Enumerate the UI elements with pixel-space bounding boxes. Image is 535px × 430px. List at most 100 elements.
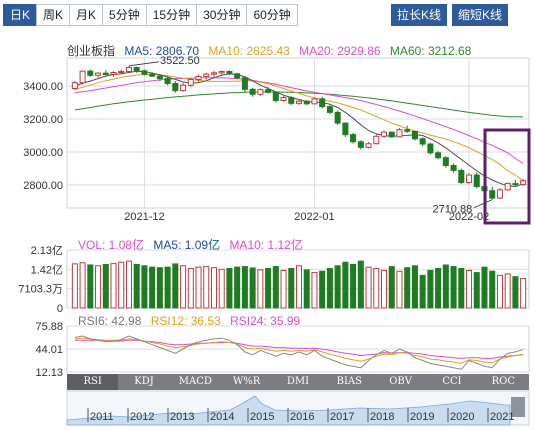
volume-bar-up [71,263,78,309]
candle-down [226,71,233,75]
volume-bar-up [180,265,187,309]
date-label: 2022-01 [294,211,334,223]
candle-up [79,70,86,84]
timeline-year-label: 2019 [410,411,434,423]
volume-bar-down [164,266,171,309]
volume-bar-down [241,266,248,309]
ma-legend: 创业板指 MA5: 2806.70 MA10: 2825.43 MA20: 29… [67,42,477,59]
indicator-obv[interactable]: OBV [389,376,413,387]
volume-bar-down [326,268,333,309]
indicator-dmi[interactable]: DMI [286,376,310,387]
rsi-tick-label: 12.13 [35,367,63,379]
high-annotation: 3522.50 [160,55,200,67]
candle-down [388,131,395,138]
tab-weekly-k[interactable]: 周K [36,4,70,26]
volume-bar-down [234,266,241,309]
candle-up [210,72,217,75]
indicator-kdj[interactable]: KDJ [134,376,154,387]
candle-up [125,67,132,73]
volume-bar-down [342,261,349,309]
candle-down [141,70,148,75]
volume-bar-up [218,268,225,309]
candle-down [288,97,295,104]
indicator-cci[interactable]: CCI [442,376,462,387]
volume-bar-up [365,266,372,309]
indicator-roc[interactable]: ROC [491,376,515,387]
candle-down [149,73,156,77]
shorten-k-button[interactable]: 缩短K线 [452,4,509,26]
candle-down [427,143,434,154]
candle-down [357,141,364,148]
volume-bar-up [504,273,511,309]
timeline-year-label: 2011 [90,411,114,423]
candle-down [164,78,171,85]
tab-monthly-k[interactable]: 月K [69,4,103,26]
volume-bar-up [257,269,264,309]
candle-down [458,169,465,183]
volume-bar-up [203,266,210,309]
tab-15min[interactable]: 15分钟 [145,4,197,26]
volume-bar-down [350,263,357,309]
candle-up [95,72,102,76]
volume-bar-up [496,274,503,309]
volume-bar-up [280,269,287,309]
highlight-box [483,128,531,225]
candle-down [326,106,333,113]
price-panel-frame [66,57,530,209]
volume-bar-up [520,278,527,309]
candle-down [342,122,349,136]
candle-down [435,152,442,159]
timeline-handle[interactable] [511,397,525,417]
tab-60min[interactable]: 60分钟 [246,4,298,26]
volume-bar-down [411,265,418,309]
candle-up [218,71,225,74]
volume-bar-up [79,262,86,309]
timeline-year-label: 2014 [210,411,234,423]
candle-down [419,138,426,145]
candle-up [110,72,117,75]
candle-down [249,88,256,95]
tab-30min[interactable]: 30分钟 [196,4,247,26]
candle-down [265,89,272,93]
volume-bar-down [133,263,140,309]
timeline-year-label: 2020 [450,411,474,423]
volume-bar-up [466,269,473,309]
volume-tick-label: 7103.3万 [18,284,63,296]
index-name: 创业板指 [67,44,116,58]
candle-up [295,100,303,104]
volume-bar-down [172,263,179,309]
stretch-k-button[interactable]: 拉长K线 [391,4,448,26]
candle-up [118,71,125,74]
timeline-year-label: 2018 [370,411,394,423]
candle-down [411,130,418,140]
ma5-legend: MA5: 2806.70 [124,44,200,58]
volume-bar-down [481,266,488,309]
date-label: 2022-02 [449,211,489,223]
volume-bar-down [404,267,411,309]
candle-up [203,73,210,77]
candle-down [404,129,411,132]
vol-ma10: MA10: 1.12亿 [229,238,303,252]
vol-value: VOL: 1.08亿 [78,238,145,252]
volume-bar-down [334,265,341,309]
indicator-bias[interactable]: BIAS [336,376,362,387]
candle-down [450,164,457,171]
candle-down [319,98,326,108]
volume-bar-down [102,263,109,309]
volume-bar-down [265,268,272,309]
volume-bar-up [295,265,303,309]
volume-bar-up [311,272,318,309]
timeline-year-label: 2013 [170,411,194,423]
rsi6-line [74,335,524,370]
volume-bar-down [87,264,94,309]
indicator-macd[interactable]: MACD [178,376,212,387]
indicator-wr[interactable]: W%R [232,376,261,387]
timeline-year-label: 2015 [250,411,274,423]
volume-bar-down [226,268,233,309]
volume-bar-up [110,263,117,309]
volume-bar-down [141,265,148,309]
tab-5min[interactable]: 5分钟 [102,4,146,26]
indicator-rsi[interactable]: RSI [67,374,119,390]
tab-daily-k[interactable]: 日K [3,4,37,26]
candle-down [87,70,94,76]
